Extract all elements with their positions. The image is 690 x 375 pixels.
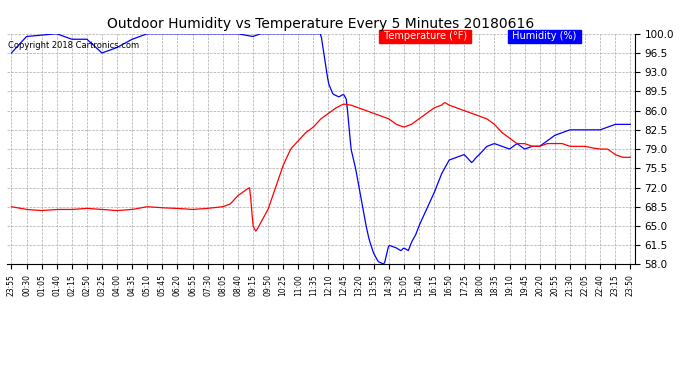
Title: Outdoor Humidity vs Temperature Every 5 Minutes 20180616: Outdoor Humidity vs Temperature Every 5 …: [107, 17, 535, 31]
Text: Humidity (%): Humidity (%): [509, 32, 580, 42]
Text: Temperature (°F): Temperature (°F): [380, 32, 470, 42]
Text: Copyright 2018 Cartronics.com: Copyright 2018 Cartronics.com: [8, 40, 139, 50]
